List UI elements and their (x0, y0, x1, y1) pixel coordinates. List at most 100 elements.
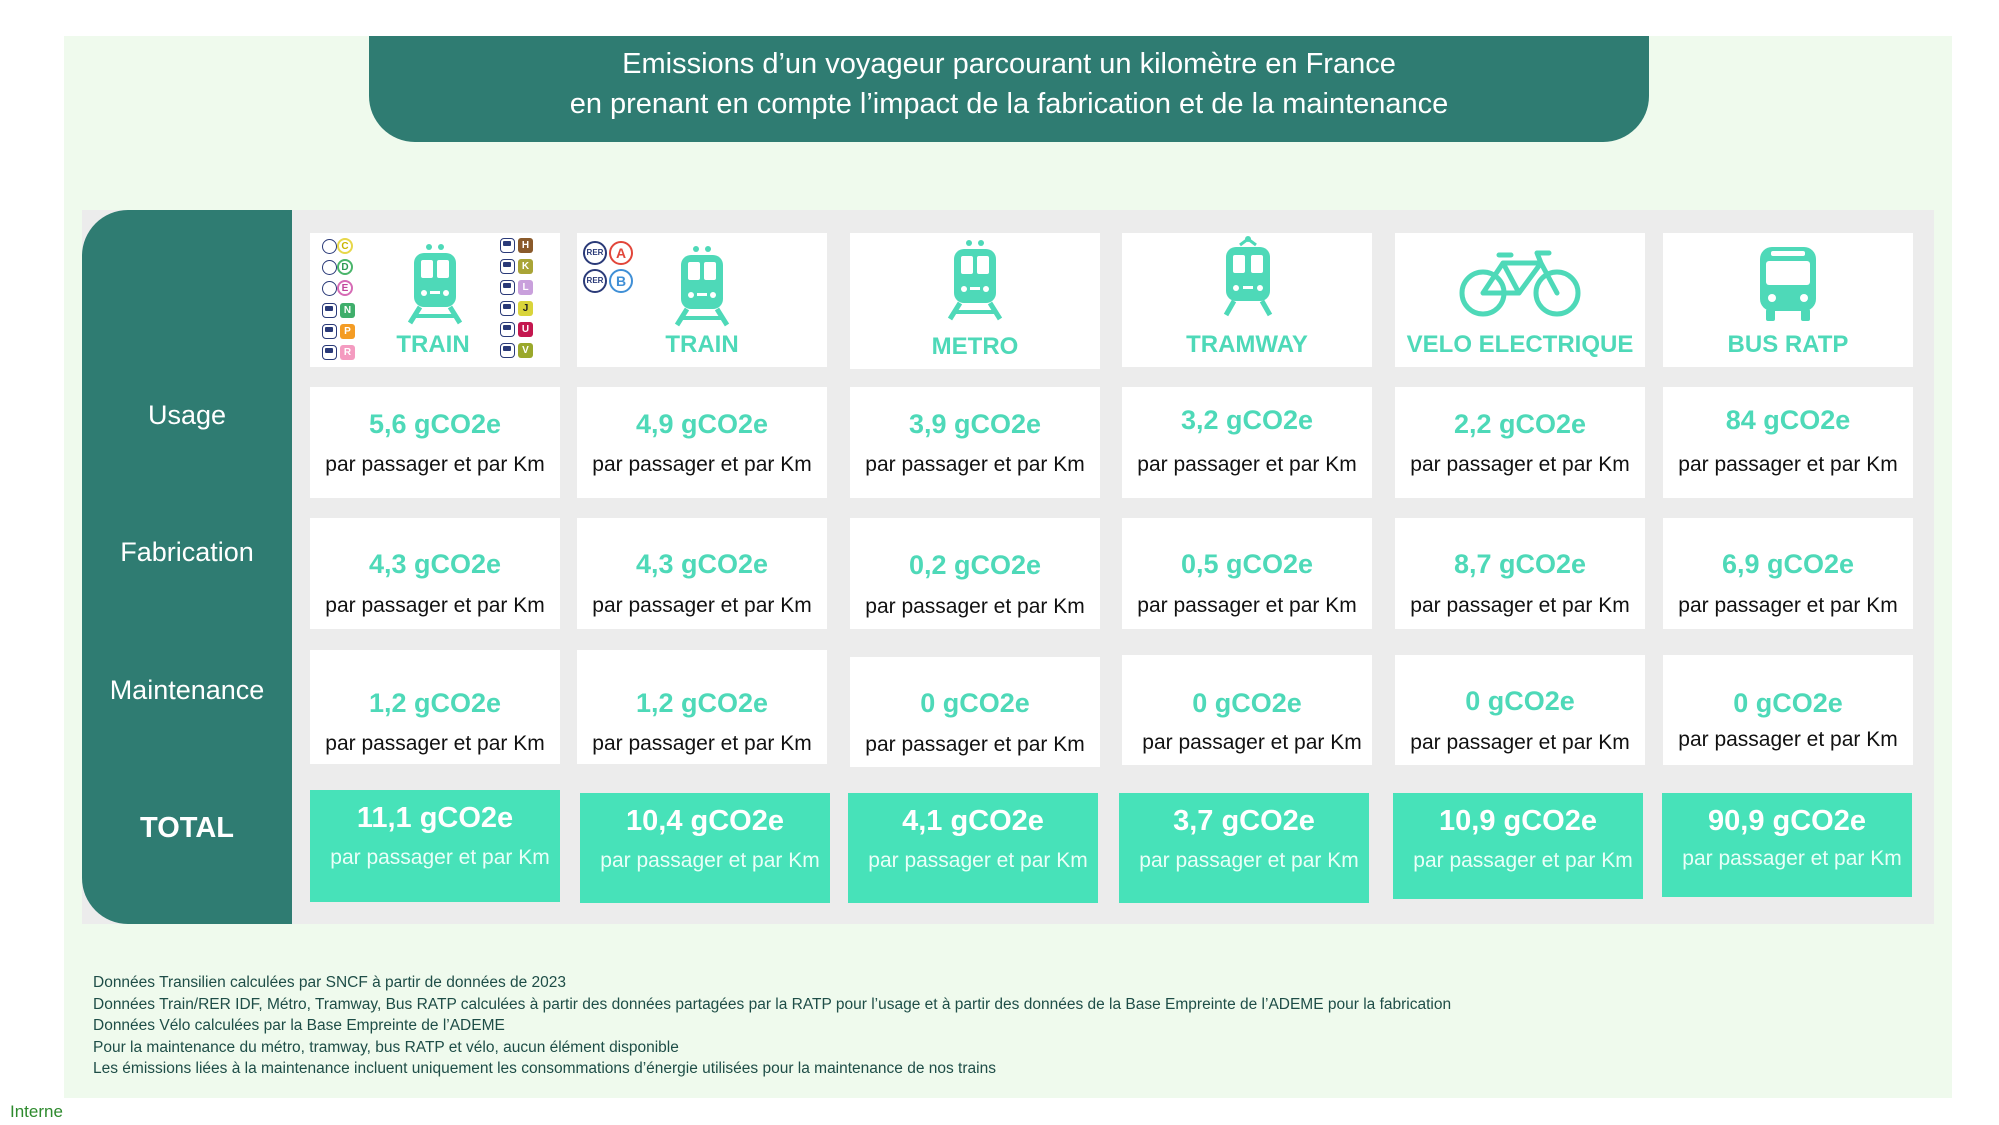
title-line-2: en prenant en compte l’impact de la fabr… (569, 88, 1449, 120)
mode-header-tramway: TRAMWAY (1122, 233, 1372, 367)
total-value: 3,7 gCO2e (1173, 805, 1315, 837)
train-icon (407, 244, 463, 325)
tramway-icon (1223, 236, 1273, 317)
line-c-badge: C (337, 238, 353, 254)
maintenance-value: 0 gCO2e (1733, 688, 1843, 718)
footnote: Données Vélo calculées par la Base Empre… (93, 1017, 505, 1034)
rer-badge (322, 260, 337, 275)
footnote: Données Train/RER IDF, Métro, Tramway, B… (93, 995, 1452, 1013)
rer-b-badge-icon: RER (583, 269, 607, 293)
unit-label: par passager et par Km (1137, 453, 1357, 476)
unit-label: par passager et par Km (1142, 731, 1362, 754)
mode-label: BUS RATP (1727, 331, 1849, 358)
footnotes: Données Transilien calculées par SNCF à … (93, 972, 1451, 1080)
maintenance-value: 1,2 gCO2e (635, 688, 769, 718)
mode-header-train-transilien: C D E N P R H K L J U V TRAIN (310, 233, 560, 367)
unit-label: par passager et par Km (325, 453, 545, 476)
total-value: 10,9 gCO2e (1439, 805, 1597, 837)
unit-label: par passager et par Km (1410, 731, 1630, 754)
unit-label: par passager et par Km (865, 595, 1085, 618)
unit-label: par passager et par Km (592, 453, 812, 476)
fabrication-cell: 0,2 gCO2e par passager et par Km (850, 518, 1100, 629)
usage-cell: 4,9 gCO2e par passager et par Km (577, 387, 827, 498)
usage-cell: 3,2 gCO2e par passager et par Km (1122, 387, 1372, 498)
total-value: 90,9 gCO2e (1708, 805, 1866, 837)
unit-label: par passager et par Km (1678, 728, 1898, 751)
unit-label: par passager et par Km (1678, 453, 1898, 476)
maintenance-cell: 1,2 gCO2e par passager et par Km (310, 650, 560, 764)
line-h-badge: H (518, 238, 533, 253)
maintenance-cell: 0 gCO2e par passager et par Km (1663, 655, 1913, 765)
total-value: 11,1 gCO2e (356, 802, 514, 834)
unit-label: par passager et par Km (1410, 453, 1630, 476)
usage-cell: 2,2 gCO2e par passager et par Km (1395, 387, 1645, 498)
train-badge-icon (322, 324, 337, 339)
maintenance-value: 0 gCO2e (920, 688, 1030, 718)
mode-header-bus: BUS RATP (1663, 233, 1913, 367)
line-u-badge: U (518, 322, 533, 337)
unit-label: par passager et par Km (868, 849, 1088, 872)
unit-label: par passager et par Km (330, 846, 550, 869)
total-cell: 90,9 gCO2e par passager et par Km (1662, 793, 1912, 897)
line-p-badge: P (340, 324, 355, 339)
unit-label: par passager et par Km (1413, 849, 1633, 872)
unit-label: par passager et par Km (600, 849, 820, 872)
train-badge-icon (500, 343, 515, 358)
row-label-maintenance: Maintenance (109, 675, 265, 705)
fabrication-value: 6,9 gCO2e (1721, 549, 1855, 579)
line-e-badge: E (337, 280, 353, 296)
maintenance-value: 0 gCO2e (1465, 686, 1575, 716)
train-badge-icon (500, 280, 515, 295)
usage-value: 3,9 gCO2e (908, 409, 1042, 439)
maintenance-cell: 0 gCO2e par passager et par Km (1122, 655, 1372, 765)
line-r-badge: R (340, 345, 355, 360)
fabrication-cell: 4,3 gCO2e par passager et par Km (310, 518, 560, 629)
usage-cell: 84 gCO2e par passager et par Km (1663, 387, 1913, 498)
row-label-usage: Usage (147, 400, 227, 430)
unit-label: par passager et par Km (325, 732, 545, 755)
train-badge-icon (322, 345, 337, 360)
line-b-badge: B (609, 269, 633, 293)
unit-label: par passager et par Km (1678, 594, 1898, 617)
maintenance-value: 1,2 gCO2e (368, 688, 502, 718)
footnote: Pour la maintenance du métro, tramway, b… (93, 1038, 679, 1056)
mode-label: TRAMWAY (1186, 331, 1308, 358)
train-badge-icon (500, 322, 515, 337)
usage-value: 4,9 gCO2e (635, 409, 769, 439)
classification-label: Interne (10, 1102, 63, 1121)
unit-label: par passager et par Km (1682, 847, 1902, 870)
fabrication-value: 8,7 gCO2e (1453, 549, 1587, 579)
metro-icon (947, 240, 1003, 321)
bicycle-icon (1459, 250, 1581, 317)
train-badge-icon (500, 301, 515, 316)
unit-label: par passager et par Km (1410, 594, 1630, 617)
mode-header-velo: VELO ELECTRIQUE (1395, 233, 1645, 367)
rer-a-badge-icon: RER (583, 241, 607, 265)
maintenance-cell: 0 gCO2e par passager et par Km (850, 657, 1100, 767)
mode-header-metro: METRO (850, 233, 1100, 369)
total-cell: 3,7 gCO2e par passager et par Km (1119, 793, 1369, 903)
maintenance-cell: 0 gCO2e par passager et par Km (1395, 655, 1645, 765)
usage-cell: 5,6 gCO2e par passager et par Km (310, 387, 560, 498)
maintenance-value: 0 gCO2e (1192, 688, 1302, 718)
line-j-badge: J (518, 301, 533, 316)
total-cell: 10,4 gCO2e par passager et par Km (580, 793, 830, 903)
line-n-badge: N (340, 303, 355, 318)
fabrication-value: 0,2 gCO2e (908, 550, 1042, 580)
total-cell: 11,1 gCO2e par passager et par Km (310, 790, 560, 902)
train-badge-icon (500, 259, 515, 274)
unit-label: par passager et par Km (865, 453, 1085, 476)
row-label-column (82, 210, 292, 924)
mode-label: TRAIN (396, 331, 470, 358)
total-cell: 4,1 gCO2e par passager et par Km (848, 793, 1098, 903)
row-label-fabrication: Fabrication (120, 537, 254, 567)
line-d-badge: D (337, 259, 353, 275)
usage-value: 2,2 gCO2e (1453, 409, 1587, 439)
usage-value: 84 gCO2e (1725, 405, 1851, 435)
title-line-1: Emissions d’un voyageur parcourant un ki… (622, 48, 1396, 80)
fabrication-value: 4,3 gCO2e (368, 549, 502, 579)
line-a-badge: A (609, 241, 633, 265)
unit-label: par passager et par Km (325, 594, 545, 617)
line-l-badge: L (518, 280, 533, 295)
fabrication-cell: 4,3 gCO2e par passager et par Km (577, 518, 827, 629)
